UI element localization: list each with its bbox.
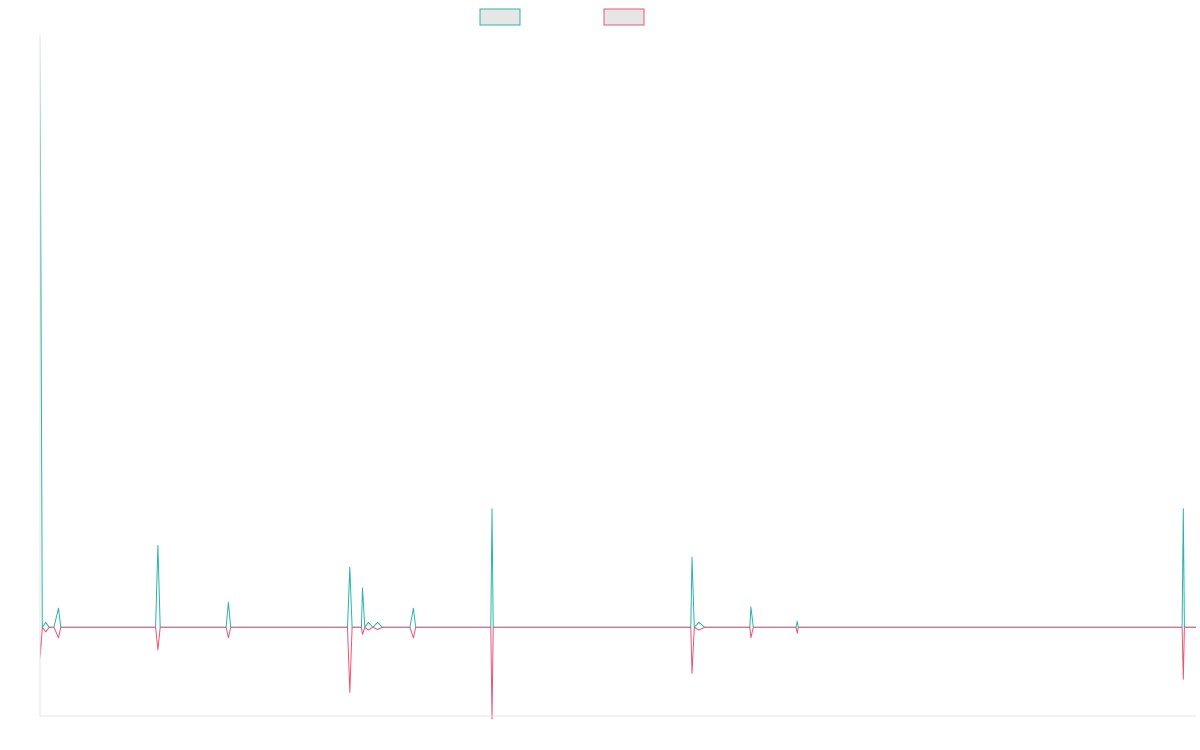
legend-swatch-2[interactable] <box>603 8 645 26</box>
series-line-2 <box>39 626 1196 720</box>
plot-area <box>39 34 1196 720</box>
legend-swatch-1[interactable] <box>479 8 521 26</box>
series-line-1 <box>39 34 1196 628</box>
legend <box>479 8 645 26</box>
